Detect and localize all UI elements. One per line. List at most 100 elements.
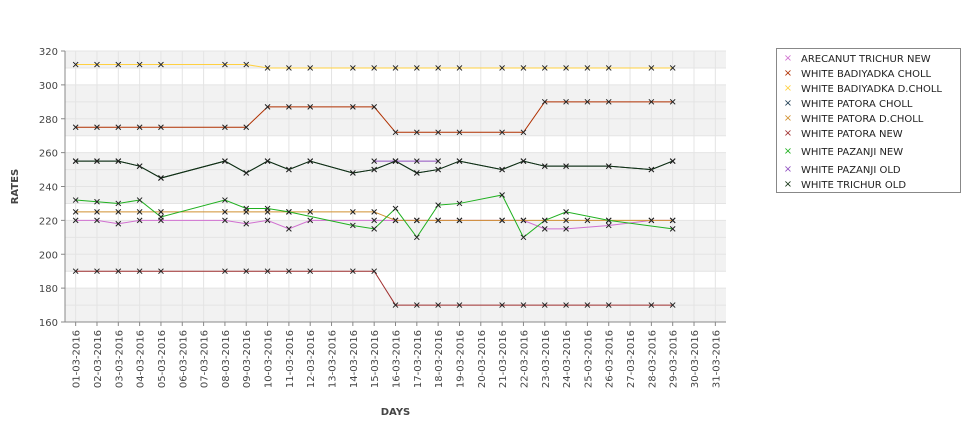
data-point-marker [413,217,420,224]
legend-marker-icon: × [783,83,793,94]
data-point-marker [605,217,612,224]
x-tick-label: 06-03-2016 [178,330,189,388]
x-tick-label: 04-03-2016 [136,330,147,388]
data-point-marker [520,217,527,224]
data-point-marker [605,222,612,229]
data-point-marker [307,268,314,275]
legend-marker-icon: × [783,113,793,124]
data-point-marker [222,124,228,131]
data-point-marker [392,129,399,136]
data-point-marker [94,217,100,224]
data-point-marker [243,170,250,176]
data-point-marker [72,124,79,131]
x-tick-label: 24-03-2016 [562,330,573,388]
data-point-marker [350,170,356,176]
data-point-marker [264,158,271,164]
data-point-marker [371,158,378,164]
data-point-marker [286,65,292,71]
data-point-marker [286,166,292,173]
data-point-marker [669,98,676,105]
data-point-marker [435,65,441,71]
data-point-marker [350,104,356,110]
x-tick-label: 30-03-2016 [690,330,701,388]
x-tick-label: 27-03-2016 [626,330,637,388]
data-point-marker [158,209,164,215]
data-point-marker [413,158,420,164]
data-point-marker [136,163,143,170]
data-point-marker [605,98,612,105]
data-point-marker [499,302,505,308]
data-point-marker [563,98,569,105]
data-point-marker [115,209,122,215]
data-point-marker [584,65,591,71]
legend-label: WHITE TRICHUR OLD [801,179,907,191]
legend-marker-icon: × [783,179,793,190]
data-point-marker [158,61,164,68]
data-point-marker [350,65,356,71]
y-tick-label: 160 [39,318,58,329]
x-tick-label: 25-03-2016 [583,330,594,388]
data-point-marker [243,220,250,227]
legend-marker-icon: × [783,146,793,157]
data-point-marker [286,268,292,275]
legend: × ARECANUT TRICHUR NEW × WHITE BADIYADKA CH… [776,48,961,193]
data-point-marker [94,198,100,205]
data-point-marker [563,65,569,71]
data-point-marker [499,192,505,198]
legend-label: WHITE PATORA CHOLL [801,98,913,110]
x-tick-label: 19-03-2016 [455,330,466,388]
series-line [75,101,673,133]
data-point-marker [648,98,655,105]
data-point-marker [563,225,569,232]
data-point-marker [541,302,548,308]
data-point-marker [499,65,505,71]
data-point-marker [136,61,143,68]
data-point-marker [413,302,420,308]
data-point-marker [371,65,378,71]
data-point-marker [648,166,655,173]
x-tick-label: 16-03-2016 [392,330,403,388]
data-point-marker [222,197,228,203]
data-point-marker [115,220,122,227]
x-tick-label: 13-03-2016 [328,330,339,388]
legend-item: × WHITE PATORA D.CHOLL [783,112,924,126]
legend-label: WHITE PATORA NEW [801,128,903,140]
data-point-marker [371,268,378,275]
x-tick-label: 10-03-2016 [264,330,275,388]
data-point-marker [541,225,548,232]
data-point-marker [499,129,505,136]
data-point-marker [392,65,399,71]
data-point-marker [541,163,548,170]
data-point-marker [222,61,228,68]
data-point-marker [307,158,314,164]
x-tick-label: 01-03-2016 [72,330,83,388]
y-tick-label: 320 [39,47,58,58]
y-tick-label: 220 [39,216,58,227]
data-point-marker [371,217,378,224]
data-point-marker [435,202,441,208]
x-tick-label: 17-03-2016 [413,330,424,388]
data-point-marker [456,158,463,164]
x-tick-label: 15-03-2016 [370,330,381,388]
data-point-marker [243,124,250,131]
data-point-marker [605,65,612,71]
data-point-marker [222,268,228,275]
data-point-marker [264,65,271,71]
data-point-marker [72,209,79,215]
data-point-marker [520,129,527,136]
data-point-marker [222,209,228,215]
x-tick-label: 18-03-2016 [434,330,445,388]
data-point-marker [94,124,100,131]
legend-item: × WHITE PAZANJI OLD [783,163,901,177]
data-point-marker [648,302,655,308]
legend-label: WHITE BADIYADKA CHOLL [801,68,932,80]
x-tick-label: 29-03-2016 [669,330,680,388]
data-point-marker [435,217,441,224]
data-point-marker [605,163,612,170]
data-point-marker [669,65,676,71]
x-axis-title: DAYS [381,407,411,418]
data-point-marker [392,158,399,164]
y-tick-label: 180 [39,284,58,295]
